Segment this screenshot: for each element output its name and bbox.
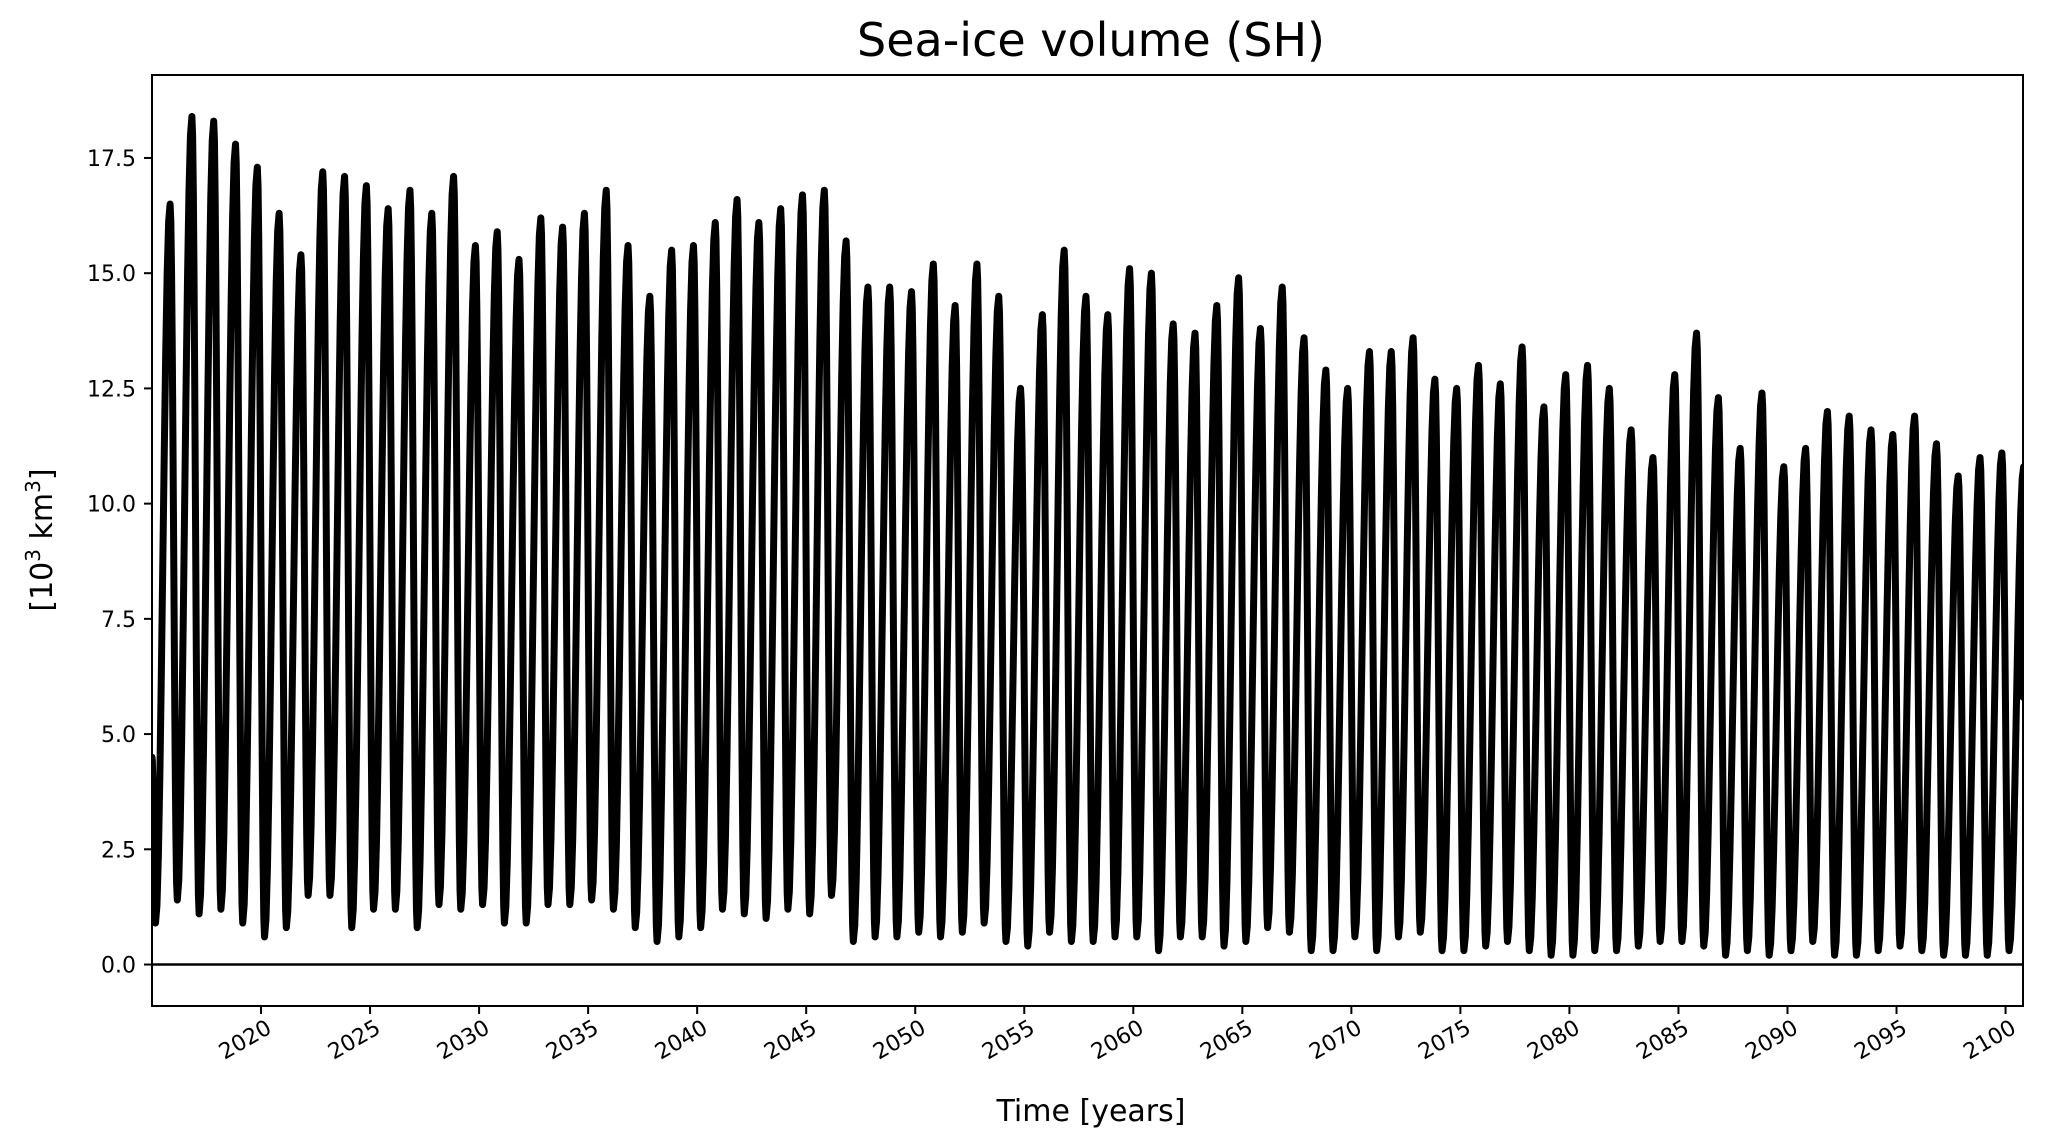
y-tick-label: 5.0 xyxy=(101,723,136,748)
x-axis-title: Time [years] xyxy=(996,1094,1186,1129)
y-axis-title-close: ] xyxy=(25,468,60,480)
chart-title: Sea-ice volume (SH) xyxy=(857,13,1325,67)
y-axis: 0.0 2.5 5.0 7.5 10.0 12.5 15.0 17.5 xyxy=(87,147,152,979)
y-axis-title-exp2: 3 xyxy=(21,480,45,493)
y-tick-label: 12.5 xyxy=(87,377,136,402)
plot-area xyxy=(152,112,2023,966)
y-axis-title-mid: km xyxy=(25,493,60,549)
y-axis-title-open: [10 xyxy=(25,562,60,612)
y-axis-title: [103 km3] xyxy=(21,468,60,611)
y-tick-label: 0.0 xyxy=(101,954,136,979)
y-tick-label: 15.0 xyxy=(87,262,136,287)
axes-frame xyxy=(151,74,2024,1007)
y-tick-label: 2.5 xyxy=(101,838,136,863)
y-tick-label: 7.5 xyxy=(101,608,136,633)
sea-ice-volume-line xyxy=(152,112,2023,959)
y-tick-label: 10.0 xyxy=(87,493,136,518)
y-axis-title-exp1: 3 xyxy=(21,549,45,562)
y-tick-label: 17.5 xyxy=(87,147,136,172)
